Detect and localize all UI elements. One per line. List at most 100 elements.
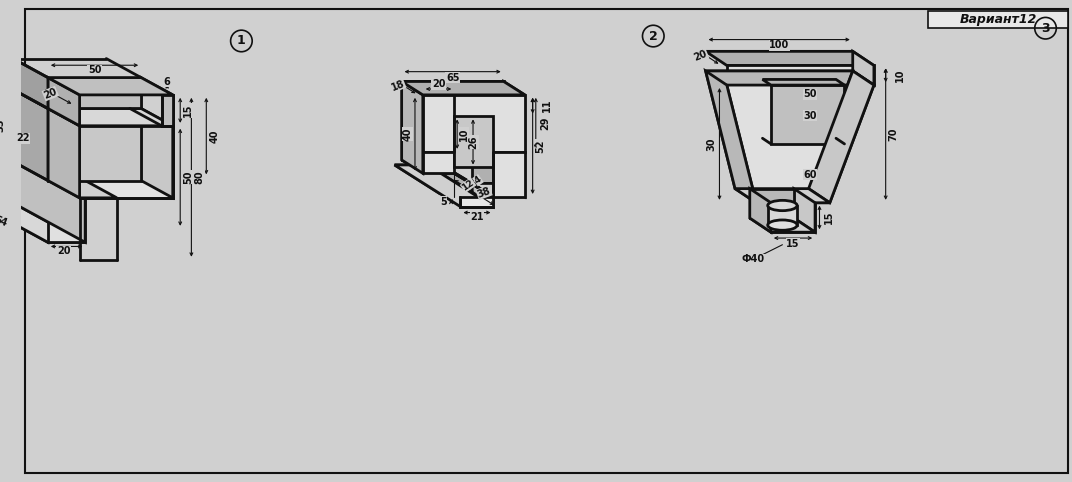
- Polygon shape: [48, 78, 173, 95]
- Polygon shape: [808, 71, 874, 203]
- Ellipse shape: [768, 220, 798, 230]
- Text: 5: 5: [440, 197, 447, 207]
- Polygon shape: [749, 188, 794, 218]
- Polygon shape: [762, 80, 845, 85]
- Text: 65: 65: [446, 73, 460, 82]
- Polygon shape: [705, 71, 756, 203]
- Polygon shape: [79, 126, 173, 198]
- Text: 18: 18: [389, 78, 406, 93]
- Text: 3: 3: [1041, 22, 1049, 35]
- Polygon shape: [142, 108, 173, 198]
- Polygon shape: [727, 85, 874, 203]
- Text: 70: 70: [889, 127, 898, 141]
- Polygon shape: [79, 95, 173, 126]
- Polygon shape: [794, 188, 815, 232]
- Text: 20: 20: [432, 79, 445, 89]
- Polygon shape: [422, 95, 525, 152]
- Polygon shape: [433, 138, 525, 152]
- Polygon shape: [13, 90, 48, 108]
- Polygon shape: [852, 52, 874, 85]
- Polygon shape: [48, 108, 79, 198]
- Polygon shape: [79, 126, 173, 198]
- Text: 12: 12: [460, 178, 476, 192]
- Text: 30: 30: [706, 137, 716, 151]
- Text: 26: 26: [468, 135, 478, 149]
- Text: Ф40: Ф40: [742, 254, 764, 265]
- Text: 40: 40: [402, 127, 412, 141]
- Text: 50: 50: [88, 65, 101, 75]
- Text: 50: 50: [183, 171, 193, 184]
- Text: 50: 50: [803, 89, 817, 99]
- Polygon shape: [504, 81, 525, 152]
- Polygon shape: [735, 188, 830, 203]
- Polygon shape: [768, 205, 798, 225]
- Text: 30: 30: [803, 111, 817, 121]
- Polygon shape: [394, 165, 493, 207]
- Text: 38: 38: [476, 186, 492, 200]
- Text: 52: 52: [536, 139, 546, 153]
- Text: 64: 64: [0, 214, 10, 229]
- Polygon shape: [402, 81, 433, 160]
- Text: 100: 100: [769, 40, 789, 51]
- Polygon shape: [48, 78, 79, 126]
- Polygon shape: [422, 152, 455, 174]
- Text: 80: 80: [194, 171, 205, 184]
- Polygon shape: [473, 184, 525, 197]
- Polygon shape: [48, 78, 142, 108]
- Text: 20: 20: [42, 86, 59, 101]
- Polygon shape: [402, 160, 455, 174]
- Polygon shape: [0, 125, 85, 242]
- Polygon shape: [727, 66, 874, 85]
- Polygon shape: [504, 138, 525, 197]
- Polygon shape: [455, 117, 493, 167]
- Polygon shape: [162, 95, 173, 126]
- Polygon shape: [473, 138, 504, 184]
- Text: 10: 10: [895, 68, 906, 82]
- Text: 22: 22: [16, 133, 29, 143]
- Text: 10: 10: [459, 127, 470, 141]
- Text: 6: 6: [164, 77, 170, 87]
- Polygon shape: [48, 181, 117, 198]
- Polygon shape: [705, 52, 874, 66]
- Polygon shape: [13, 58, 48, 108]
- Text: 1: 1: [237, 34, 245, 47]
- Polygon shape: [749, 188, 771, 232]
- Text: Вариант12: Вариант12: [959, 13, 1037, 26]
- Polygon shape: [928, 11, 1068, 28]
- Text: 15: 15: [183, 104, 193, 117]
- Polygon shape: [493, 152, 525, 197]
- Polygon shape: [705, 71, 852, 188]
- Polygon shape: [402, 81, 504, 138]
- Text: 11: 11: [542, 99, 552, 112]
- Text: 21: 21: [471, 213, 483, 223]
- Text: 29: 29: [540, 117, 551, 130]
- Polygon shape: [0, 187, 85, 242]
- Polygon shape: [48, 108, 142, 181]
- Text: 15: 15: [824, 211, 834, 224]
- Text: 15: 15: [786, 239, 800, 249]
- Text: 2: 2: [649, 29, 657, 42]
- Polygon shape: [433, 160, 493, 197]
- Polygon shape: [455, 174, 493, 197]
- Polygon shape: [461, 197, 493, 207]
- Polygon shape: [433, 160, 473, 193]
- Text: 60: 60: [803, 170, 817, 180]
- Polygon shape: [142, 78, 173, 126]
- Polygon shape: [13, 90, 48, 181]
- Text: 4: 4: [473, 174, 483, 186]
- Polygon shape: [705, 71, 874, 85]
- Polygon shape: [771, 203, 815, 232]
- Polygon shape: [85, 181, 173, 198]
- Ellipse shape: [768, 201, 798, 211]
- Polygon shape: [771, 85, 845, 144]
- Polygon shape: [48, 181, 85, 242]
- Polygon shape: [402, 81, 422, 174]
- Text: 20: 20: [57, 246, 71, 256]
- Text: 35: 35: [0, 119, 5, 132]
- Polygon shape: [473, 184, 493, 207]
- Polygon shape: [48, 108, 173, 126]
- Polygon shape: [394, 165, 473, 193]
- Text: 20: 20: [693, 48, 709, 63]
- Polygon shape: [749, 218, 815, 232]
- Polygon shape: [402, 81, 525, 95]
